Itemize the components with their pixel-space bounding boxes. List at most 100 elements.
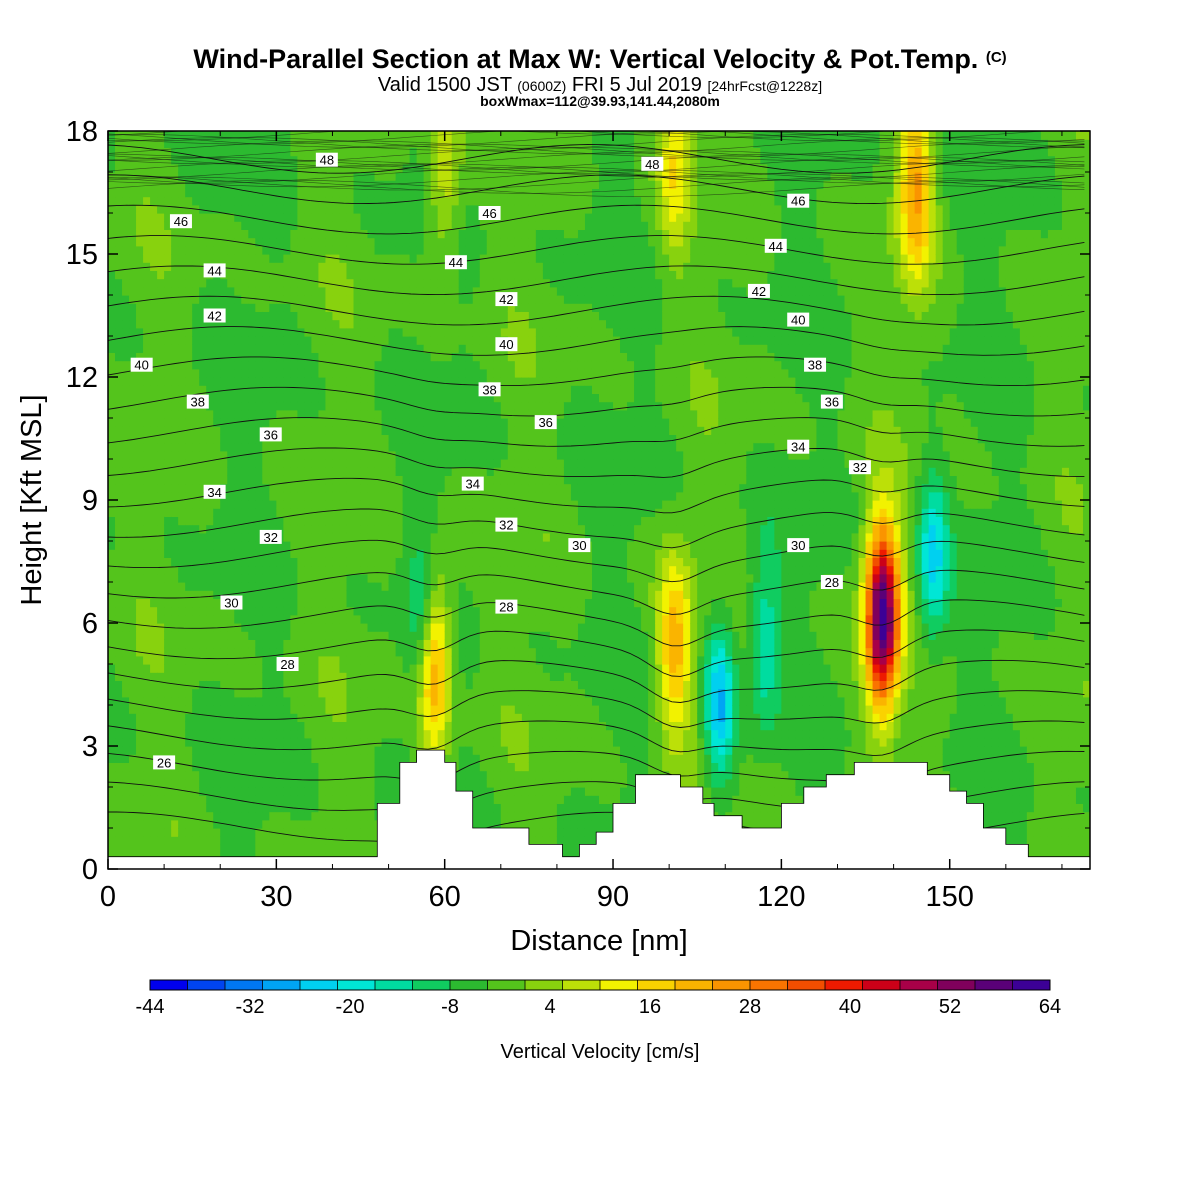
field-cell (199, 352, 207, 362)
field-cell (451, 327, 460, 337)
field-cell (360, 327, 369, 337)
field-cell (213, 213, 221, 222)
field-cell (465, 377, 474, 386)
field-cell (353, 754, 362, 763)
field-cell (255, 721, 263, 731)
field-cell (353, 532, 362, 542)
field-cell (255, 541, 263, 550)
field-cell (108, 418, 116, 427)
field-cell (297, 483, 305, 493)
field-cell (325, 819, 334, 829)
field-cell (346, 188, 355, 198)
field-cell (297, 434, 305, 444)
field-cell (465, 746, 474, 755)
field-cell (437, 368, 446, 378)
field-cell (220, 221, 228, 230)
field-cell (346, 409, 355, 419)
field-cell (486, 655, 495, 665)
field-cell (402, 442, 411, 452)
field-cell (423, 573, 432, 583)
field-cell (304, 475, 313, 485)
field-cell (409, 623, 418, 632)
field-cell (304, 631, 313, 640)
field-cell (108, 819, 116, 829)
field-cell (339, 131, 348, 140)
field-cell (178, 844, 186, 854)
field-cell (185, 434, 193, 444)
field-cell (136, 237, 144, 247)
field-cell (108, 803, 116, 813)
field-cell (199, 680, 207, 690)
field-cell (115, 401, 123, 411)
field-cell (241, 344, 249, 353)
field-cell (297, 836, 305, 845)
field-cell (122, 352, 130, 362)
field-cell (206, 746, 214, 755)
field-cell (409, 180, 418, 189)
vertical-velocity-field (108, 131, 1090, 869)
field-cell (353, 352, 362, 362)
field-cell (423, 336, 432, 345)
field-cell (164, 729, 172, 739)
field-cell (234, 532, 242, 542)
field-cell (318, 459, 327, 468)
field-cell (136, 336, 144, 345)
field-cell (262, 778, 270, 788)
field-cell (430, 557, 439, 567)
field-cell (374, 721, 383, 731)
field-cell (416, 672, 425, 681)
field-cell (136, 795, 144, 804)
field-cell (486, 623, 495, 632)
field-cell (262, 655, 270, 665)
field-cell (269, 459, 277, 468)
field-cell (409, 163, 418, 173)
field-cell (129, 229, 137, 239)
field-cell (129, 254, 137, 263)
field-cell (444, 754, 453, 763)
field-cell (353, 688, 362, 698)
field-cell (325, 729, 334, 739)
field-cell (241, 483, 249, 493)
field-cell (360, 623, 369, 632)
field-cell (241, 557, 249, 567)
field-cell (325, 508, 334, 517)
field-cell (381, 434, 390, 444)
field-cell (311, 721, 320, 731)
field-cell (220, 327, 228, 337)
field-cell (206, 319, 214, 329)
field-cell (395, 352, 404, 362)
field-cell (129, 180, 137, 189)
field-cell (423, 500, 432, 509)
field-cell (199, 360, 207, 370)
field-cell (150, 557, 158, 567)
field-cell (381, 573, 390, 583)
field-cell (304, 664, 313, 673)
field-cell (402, 614, 411, 624)
field-cell (437, 418, 446, 427)
field-cell (353, 245, 362, 255)
field-cell (367, 664, 376, 673)
field-cell (164, 401, 172, 411)
field-cell (395, 254, 404, 263)
field-cell (388, 770, 397, 780)
field-cell (269, 229, 277, 239)
field-cell (395, 491, 404, 501)
field-cell (304, 360, 313, 370)
field-cell (367, 746, 376, 755)
field-cell (185, 385, 193, 394)
field-cell (283, 385, 291, 394)
field-cell (430, 664, 439, 673)
field-cell (493, 721, 502, 731)
field-cell (262, 696, 270, 706)
field-cell (143, 180, 151, 189)
field-cell (409, 442, 418, 452)
field-cell (164, 270, 172, 280)
field-cell (290, 426, 298, 435)
field-cell (248, 450, 256, 460)
field-cell (332, 631, 341, 640)
field-cell (388, 598, 397, 608)
field-cell (115, 647, 123, 657)
field-cell (297, 352, 305, 362)
field-cell (136, 787, 144, 796)
field-cell (304, 598, 313, 608)
